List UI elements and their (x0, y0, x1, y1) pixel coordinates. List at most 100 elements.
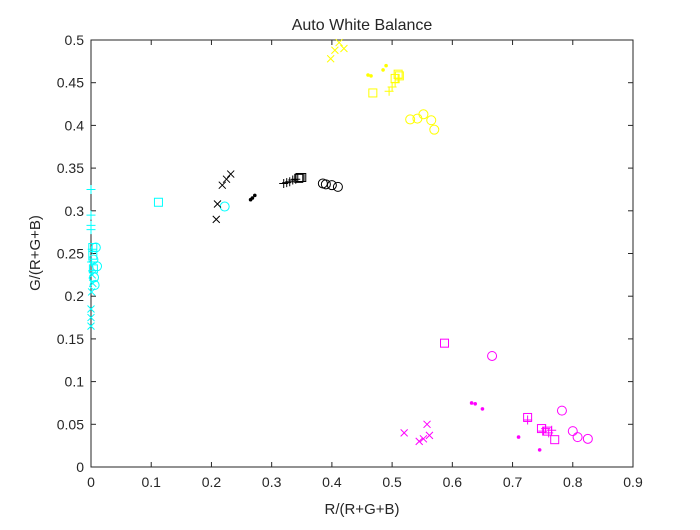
data-point-square (542, 426, 552, 436)
x-tick-label: 0.7 (503, 474, 523, 490)
data-point-dot (253, 193, 257, 198)
data-point-x (423, 420, 431, 429)
data-point-square (368, 88, 378, 98)
data-point-circle (326, 180, 337, 191)
x-tick-label: 0.3 (262, 474, 282, 490)
x-tick-label: 0.1 (141, 474, 161, 490)
data-point-circle (582, 433, 593, 444)
y-axis-label: G/(R+G+B) (27, 215, 44, 291)
data-point-circle (426, 115, 437, 126)
data-point-circle (88, 254, 99, 265)
data-point-x (226, 170, 235, 178)
y-tick-label: 0.05 (57, 416, 84, 432)
data-point-dot (480, 407, 485, 411)
data-point-circle (90, 242, 101, 253)
y-tick-label: 0.15 (57, 331, 84, 347)
data-point-dot (537, 448, 542, 452)
data-point-dot (469, 401, 474, 405)
y-tick-label: 0.4 (65, 117, 85, 133)
data-point-+ (86, 225, 96, 235)
data-point-+ (523, 415, 533, 425)
data-point-square (523, 412, 533, 422)
y-tick-label: 0.35 (57, 160, 84, 176)
series-8 (294, 172, 307, 183)
data-marks (86, 38, 593, 452)
data-point-x (340, 44, 348, 53)
series-11 (366, 63, 388, 78)
data-point-square (440, 338, 450, 348)
x-axis-label: R/(R+G+B) (324, 501, 399, 518)
y-tick-label: 0.45 (57, 75, 84, 91)
data-point-circle (567, 426, 578, 437)
data-point-x (218, 181, 227, 190)
series-19 (487, 350, 593, 444)
y-tick-label: 0.5 (65, 32, 85, 48)
data-point-square (536, 424, 546, 434)
x-tick-label: 0.8 (563, 474, 583, 490)
data-point-circle (89, 280, 100, 291)
data-point-x (419, 434, 428, 443)
data-point-x (87, 313, 95, 322)
series-18 (440, 338, 560, 445)
x-tick-label: 0.5 (382, 474, 402, 490)
data-point-circle (332, 181, 343, 192)
data-point-square (393, 69, 403, 79)
y-tick-label: 0.25 (57, 246, 84, 262)
series-9 (317, 178, 343, 192)
data-point-square (297, 172, 307, 182)
x-tick-label: 0.9 (623, 474, 643, 490)
series-3 (88, 197, 163, 274)
data-point-x (212, 215, 221, 224)
data-point-dot (384, 63, 388, 68)
y-tick-label: 0 (76, 459, 84, 475)
data-point-square (394, 71, 404, 81)
data-point-+ (86, 184, 96, 194)
y-tick-label: 0.2 (65, 288, 85, 304)
series-4 (88, 201, 230, 291)
data-point-square (294, 173, 304, 183)
x-tick-label: 0.6 (443, 474, 463, 490)
data-point-dot (366, 73, 370, 77)
data-point-x (400, 428, 409, 437)
series-5 (212, 170, 235, 224)
series-6 (248, 193, 257, 202)
data-point-circle (487, 350, 498, 361)
data-point-x (326, 54, 335, 63)
data-point-dot (381, 68, 385, 72)
data-point-dot (250, 196, 255, 200)
data-point-square (550, 435, 560, 445)
y-tick-label: 0.3 (65, 203, 85, 219)
x-tick-label: 0 (87, 474, 95, 490)
data-point-circle (572, 432, 583, 443)
data-point-x (331, 46, 339, 55)
axes: 0 0.1 0.2 0.3 0.4 0.5 0.6 0.7 0.8 0.9 0 0.05 0.1 0.15… (57, 32, 643, 490)
x-tick-label: 0.2 (202, 474, 222, 490)
data-point-x (415, 437, 424, 446)
series-15 (400, 420, 434, 446)
x-tick-label: 0.4 (322, 474, 342, 490)
data-point-dot (473, 402, 478, 406)
data-point-square (153, 197, 163, 207)
data-point-circle (429, 124, 440, 135)
data-point-x (87, 305, 95, 313)
data-point-circle (556, 405, 567, 416)
series-10 (326, 38, 348, 63)
series-16 (469, 401, 542, 452)
chart-title: Auto White Balance (292, 17, 433, 34)
data-point-dot (369, 74, 373, 78)
data-point-circle (418, 109, 429, 120)
y-tick-label: 0.1 (65, 374, 85, 390)
data-point-+ (86, 210, 96, 220)
series-14 (405, 109, 440, 135)
data-point-x (213, 200, 222, 208)
data-point-x (335, 38, 343, 47)
data-point-circle (89, 272, 100, 283)
data-point-x (425, 431, 434, 440)
data-point-x (87, 322, 95, 330)
series-13 (368, 69, 404, 98)
data-point-x (222, 175, 231, 184)
data-point-circle (320, 179, 331, 190)
data-point-dot (516, 435, 521, 439)
